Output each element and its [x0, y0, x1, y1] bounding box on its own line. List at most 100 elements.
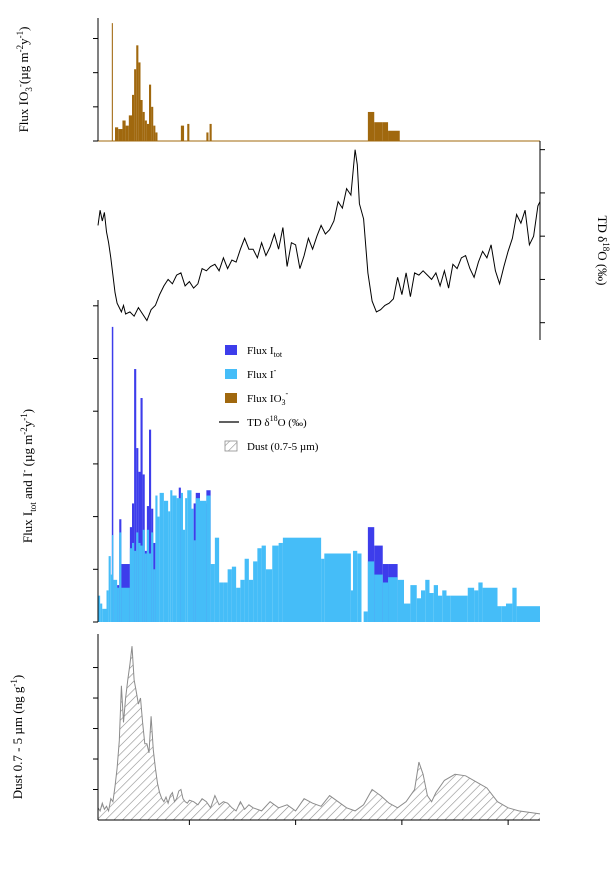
label-part: and I	[20, 473, 35, 503]
label-part: y	[20, 420, 35, 427]
iodide-bar	[200, 500, 207, 622]
panel-dust: Dust 0.7 - 5 µm (ng g-1)	[9, 646, 541, 820]
iodine-y-axis-label: Flux Itot and I- (µg m-2y-1)	[19, 409, 38, 543]
delta18O-series-line	[97, 149, 541, 322]
label-part: -2	[15, 45, 25, 53]
iodide-bar	[404, 603, 411, 622]
panel-delta18O: TD δ18O (‰)	[97, 149, 611, 322]
iodide-bar	[159, 492, 164, 622]
label-part: tot	[28, 502, 38, 512]
iodide-bar	[265, 569, 273, 622]
iodide-bar	[219, 582, 224, 622]
label-part: O (‰)	[595, 251, 610, 285]
iodide-bar	[129, 548, 132, 622]
label-part: y	[16, 38, 31, 45]
legend: Flux I tot Flux I- Flux IO3- TD δ18O (‰) Dust…	[219, 345, 319, 453]
delta18O-y-axis-label: TD δ18O (‰)	[595, 215, 611, 285]
iodide-bar	[516, 606, 540, 622]
iodide-bar	[155, 495, 158, 622]
iodide-bar	[321, 558, 325, 622]
iodide-bar	[231, 566, 237, 622]
iodate-bar	[180, 125, 185, 141]
iodide-bar	[140, 545, 143, 622]
legend-entry: Flux I-	[247, 366, 277, 381]
panel-iodine-flux: Flux Itot and I- (µg m-2y-1)	[19, 326, 540, 622]
iodate-bar	[138, 62, 141, 141]
legend-swatch	[224, 440, 238, 452]
iodate-bar	[142, 111, 145, 141]
iodide-bar	[176, 498, 181, 622]
iodide-bar	[195, 498, 200, 622]
iodide-bar	[113, 579, 118, 622]
iodide-bar	[433, 585, 438, 622]
iodide-bar	[478, 582, 483, 622]
label-part: tot	[274, 350, 283, 359]
label-part: TD δ	[247, 417, 270, 429]
iodate-bar	[140, 100, 143, 141]
iodide-bar	[142, 529, 145, 622]
iodate-bar	[149, 84, 152, 141]
iodide-bar	[350, 590, 353, 622]
label-part: TD δ	[595, 215, 610, 242]
panel-iodate-flux: Flux IO3-(µg m-2y-1)	[15, 23, 400, 142]
iodide-bar	[149, 553, 152, 622]
iodate-bar	[144, 120, 147, 141]
iodide-bar	[450, 595, 468, 622]
iodate-bar	[128, 115, 132, 141]
iodate-bar	[382, 122, 389, 141]
iodate-y-axis-label: Flux IO3-(µg m-2y-1)	[15, 27, 34, 133]
iodate-bar	[111, 23, 113, 141]
iodide-bar	[438, 595, 443, 622]
iodide-bar	[172, 495, 177, 622]
iodate-bar	[146, 123, 149, 141]
iodide-bar	[108, 556, 111, 622]
iodide-bar	[388, 577, 398, 622]
iodide-bar	[442, 590, 447, 622]
label-part: O (‰)	[278, 417, 307, 429]
iodine-total-bar	[140, 398, 143, 622]
iodate-bar	[132, 94, 135, 141]
iodide-bar	[374, 574, 383, 622]
iodide-bar	[98, 595, 101, 622]
label-part: 18	[270, 414, 278, 423]
iodide-bar	[261, 545, 266, 622]
label-part: -1	[19, 413, 29, 421]
iodide-bar	[117, 587, 120, 622]
legend-entry: Flux IO3-	[247, 389, 289, 407]
label-part: )	[20, 409, 35, 413]
iodate-bar	[134, 69, 137, 141]
label-part: Flux I	[247, 369, 274, 381]
iodide-bar	[144, 553, 147, 622]
legend-entry: Dust (0.7-5 µm)	[247, 441, 319, 453]
iodide-bar	[210, 564, 215, 622]
iodide-bar	[324, 553, 351, 622]
iodide-bar	[282, 537, 322, 622]
iodide-bar	[185, 498, 188, 622]
dust-area	[98, 646, 540, 820]
iodide-bar	[253, 561, 258, 622]
legend-entry: TD δ18O (‰)	[247, 414, 307, 429]
label-part: 3	[24, 87, 34, 92]
iodate-bar	[388, 130, 400, 141]
label-part: -1	[15, 31, 25, 39]
label-part: (µg m	[20, 435, 35, 470]
label-part: Flux IO	[16, 92, 31, 133]
label-part: Flux IO	[247, 393, 282, 405]
iodide-bar	[446, 595, 451, 622]
iodide-bar	[367, 561, 375, 622]
label-part: -	[274, 366, 277, 375]
label-part: Dust (0.7-5 µm)	[247, 441, 319, 453]
iodide-bar	[397, 579, 404, 622]
iodide-bar	[236, 587, 241, 622]
iodate-bar	[187, 123, 190, 141]
legend-swatch	[225, 369, 237, 379]
iodate-bar	[122, 120, 126, 141]
label-part: -	[19, 470, 29, 473]
iodide-bar	[410, 585, 417, 622]
iodate-bar	[155, 132, 158, 141]
label-part: -1	[9, 679, 19, 687]
iodide-bar	[121, 587, 130, 622]
iodine-total-bar	[111, 326, 114, 622]
label-part: -	[286, 389, 289, 398]
iodide-bar	[134, 550, 137, 622]
